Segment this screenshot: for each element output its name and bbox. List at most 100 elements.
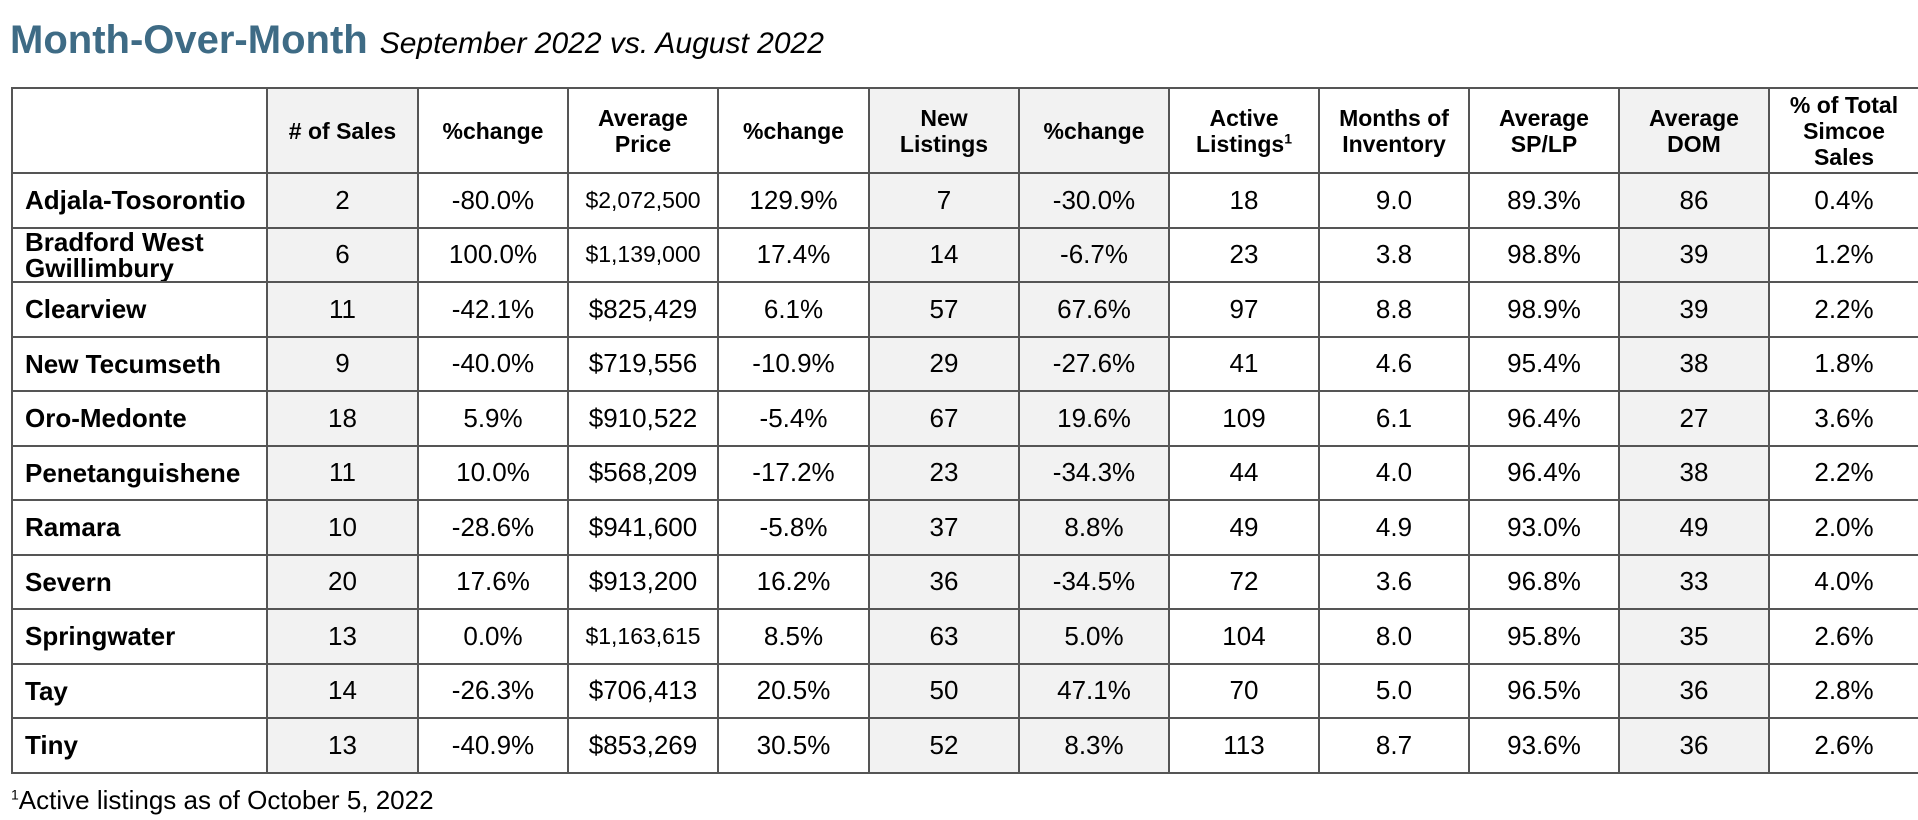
price-change-cell: 129.9% [717, 172, 870, 229]
sp-lp-cell: 98.8% [1468, 226, 1620, 283]
stats-table: # of Sales %change Average Price %change… [11, 87, 1918, 774]
listings-change-cell: -34.3% [1018, 444, 1170, 501]
municipality-name: Oro-Medonte [11, 390, 268, 447]
municipality-name: Clearview [11, 281, 268, 338]
active-listings-cell: 18 [1168, 172, 1320, 229]
months-inventory-cell: 3.6 [1318, 553, 1470, 610]
municipality-name: Bradford West Gwillimbury [11, 226, 268, 283]
sp-lp-cell: 96.4% [1468, 390, 1620, 447]
months-inventory-cell: 5.0 [1318, 662, 1470, 719]
table-row: New Tecumseth 9 -40.0% $719,556 -10.9% 29 -27.… [11, 335, 1918, 392]
listings-change-cell: 47.1% [1018, 662, 1170, 719]
months-inventory-cell: 4.9 [1318, 499, 1470, 556]
months-inventory-cell: 4.0 [1318, 444, 1470, 501]
dom-cell: 27 [1618, 390, 1770, 447]
sales-cell: 14 [266, 662, 419, 719]
pct-total-cell: 3.6% [1768, 390, 1918, 447]
table-row: Springwater 13 0.0% $1,163,615 8.5% 63 5.0% 104… [11, 608, 1918, 665]
table-row: Ramara 10 -28.6% $941,600 -5.8% 37 8.8% 49 4.9 93… [11, 499, 1918, 556]
sales-cell: 13 [266, 717, 419, 774]
new-listings-cell: 50 [868, 662, 1020, 719]
dom-cell: 38 [1618, 444, 1770, 501]
municipality-name: Tiny [11, 717, 268, 774]
sp-lp-cell: 96.5% [1468, 662, 1620, 719]
pct-total-cell: 2.6% [1768, 608, 1918, 665]
municipality-name: Ramara [11, 499, 268, 556]
listings-change-cell: 8.3% [1018, 717, 1170, 774]
sales-cell: 11 [266, 281, 419, 338]
municipality-name: Severn [11, 553, 268, 610]
municipality-name: Adjala-Tosorontio [11, 172, 268, 229]
footnote-marker: 1 [1284, 129, 1292, 146]
municipality-name: Penetanguishene [11, 444, 268, 501]
new-listings-cell: 7 [868, 172, 1020, 229]
col-header-label: Active Listings [1196, 104, 1285, 157]
avg-price-cell: $853,269 [567, 717, 719, 774]
avg-price-cell: $941,600 [567, 499, 719, 556]
active-listings-cell: 49 [1168, 499, 1320, 556]
sales-change-cell: -80.0% [417, 172, 569, 229]
dom-cell: 36 [1618, 662, 1770, 719]
sales-cell: 9 [266, 335, 419, 392]
avg-price-cell: $1,163,615 [567, 608, 719, 665]
pct-total-cell: 1.8% [1768, 335, 1918, 392]
listings-change-cell: 8.8% [1018, 499, 1170, 556]
sales-change-cell: -40.0% [417, 335, 569, 392]
price-change-cell: -5.4% [717, 390, 870, 447]
sales-change-cell: 17.6% [417, 553, 569, 610]
dom-cell: 35 [1618, 608, 1770, 665]
table-row: Oro-Medonte 18 5.9% $910,522 -5.4% 67 19.6% 109… [11, 390, 1918, 447]
col-header: %change [717, 87, 870, 174]
months-inventory-cell: 8.0 [1318, 608, 1470, 665]
sp-lp-cell: 96.4% [1468, 444, 1620, 501]
new-listings-cell: 63 [868, 608, 1020, 665]
col-header-active-listings: Active Listings1 [1168, 87, 1320, 174]
new-listings-cell: 67 [868, 390, 1020, 447]
new-listings-cell: 37 [868, 499, 1020, 556]
table-row: Tay 14 -26.3% $706,413 20.5% 50 47.1% 70 5.0 96.5… [11, 662, 1918, 719]
dom-cell: 86 [1618, 172, 1770, 229]
sales-change-cell: -26.3% [417, 662, 569, 719]
avg-price-cell: $825,429 [567, 281, 719, 338]
active-listings-cell: 109 [1168, 390, 1320, 447]
sales-cell: 6 [266, 226, 419, 283]
footnote-marker: 1 [11, 786, 19, 803]
new-listings-cell: 57 [868, 281, 1020, 338]
listings-change-cell: 19.6% [1018, 390, 1170, 447]
pct-total-cell: 2.8% [1768, 662, 1918, 719]
listings-change-cell: -6.7% [1018, 226, 1170, 283]
municipality-name: Springwater [11, 608, 268, 665]
footnote-text: Active listings as of October 5, 2022 [18, 785, 434, 815]
dom-cell: 49 [1618, 499, 1770, 556]
dom-cell: 38 [1618, 335, 1770, 392]
months-inventory-cell: 6.1 [1318, 390, 1470, 447]
months-inventory-cell: 3.8 [1318, 226, 1470, 283]
new-listings-cell: 14 [868, 226, 1020, 283]
listings-change-cell: -34.5% [1018, 553, 1170, 610]
price-change-cell: 16.2% [717, 553, 870, 610]
months-inventory-cell: 8.7 [1318, 717, 1470, 774]
months-inventory-cell: 9.0 [1318, 172, 1470, 229]
sales-change-cell: 5.9% [417, 390, 569, 447]
sales-cell: 20 [266, 553, 419, 610]
avg-price-cell: $2,072,500 [567, 172, 719, 229]
col-header: # of Sales [266, 87, 419, 174]
price-change-cell: -5.8% [717, 499, 870, 556]
header-corner [11, 87, 268, 174]
col-header: Average Price [567, 87, 719, 174]
dom-cell: 33 [1618, 553, 1770, 610]
col-header: %change [1018, 87, 1170, 174]
dom-cell: 36 [1618, 717, 1770, 774]
sp-lp-cell: 95.4% [1468, 335, 1620, 392]
active-listings-cell: 41 [1168, 335, 1320, 392]
col-header: Months of Inventory [1318, 87, 1470, 174]
dom-cell: 39 [1618, 226, 1770, 283]
months-inventory-cell: 8.8 [1318, 281, 1470, 338]
sp-lp-cell: 93.6% [1468, 717, 1620, 774]
new-listings-cell: 36 [868, 553, 1020, 610]
sp-lp-cell: 93.0% [1468, 499, 1620, 556]
table-row: Bradford West Gwillimbury 6 100.0% $1,139,0… [11, 226, 1918, 283]
listings-change-cell: 5.0% [1018, 608, 1170, 665]
sales-change-cell: 10.0% [417, 444, 569, 501]
new-listings-cell: 29 [868, 335, 1020, 392]
